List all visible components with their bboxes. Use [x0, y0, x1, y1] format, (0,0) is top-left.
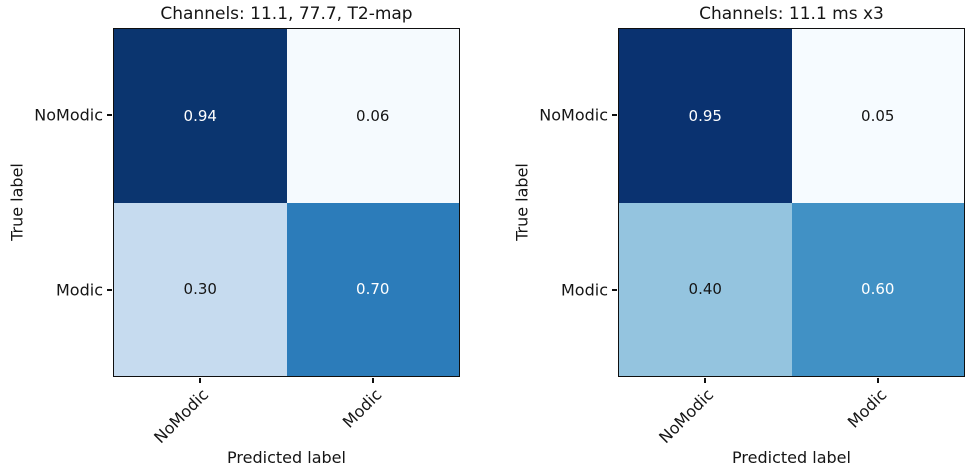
y-tick-label-modic: Modic: [561, 280, 608, 300]
cell-true-nomodic-pred-modic: 0.05: [791, 29, 964, 203]
y-tick-label-nomodic: NoModic: [34, 105, 103, 125]
cell-true-nomodic-pred-nomodic: 0.95: [619, 29, 792, 203]
y-axis-tick: [107, 289, 112, 291]
y-tick-label-modic: Modic: [56, 280, 103, 300]
cell-true-modic-pred-modic: 0.60: [791, 202, 964, 376]
y-axis-tick: [612, 289, 617, 291]
plot-title: Channels: 11.1, 77.7, T2-map: [160, 4, 413, 24]
cell-true-modic-pred-nomodic: 0.30: [114, 202, 287, 376]
cell-true-nomodic-pred-modic: 0.06: [286, 29, 459, 203]
y-axis-label: True label: [7, 163, 27, 241]
y-axis-tick: [107, 114, 112, 116]
y-axis-tick: [612, 114, 617, 116]
x-axis-tick: [199, 378, 201, 383]
x-axis-label: Predicted label: [227, 448, 346, 467]
plot-title: Channels: 11.1 ms x3: [699, 4, 884, 24]
heatmap-axes: 0.94 0.06 0.30 0.70: [113, 28, 460, 377]
x-axis-label: Predicted label: [732, 448, 851, 467]
x-axis-tick: [372, 378, 374, 383]
cell-true-nomodic-pred-nomodic: 0.94: [114, 29, 287, 203]
confusion-matrix-right: Channels: 11.1 ms x3 True label NoModic …: [513, 0, 965, 476]
cell-true-modic-pred-modic: 0.70: [286, 202, 459, 376]
cell-true-modic-pred-nomodic: 0.40: [619, 202, 792, 376]
x-axis-tick: [704, 378, 706, 383]
confusion-matrix-left: Channels: 11.1, 77.7, T2-map True label …: [8, 0, 460, 476]
y-axis-label: True label: [512, 163, 532, 241]
y-tick-label-nomodic: NoModic: [539, 105, 608, 125]
x-axis-tick: [877, 378, 879, 383]
heatmap-axes: 0.95 0.05 0.40 0.60: [618, 28, 965, 377]
